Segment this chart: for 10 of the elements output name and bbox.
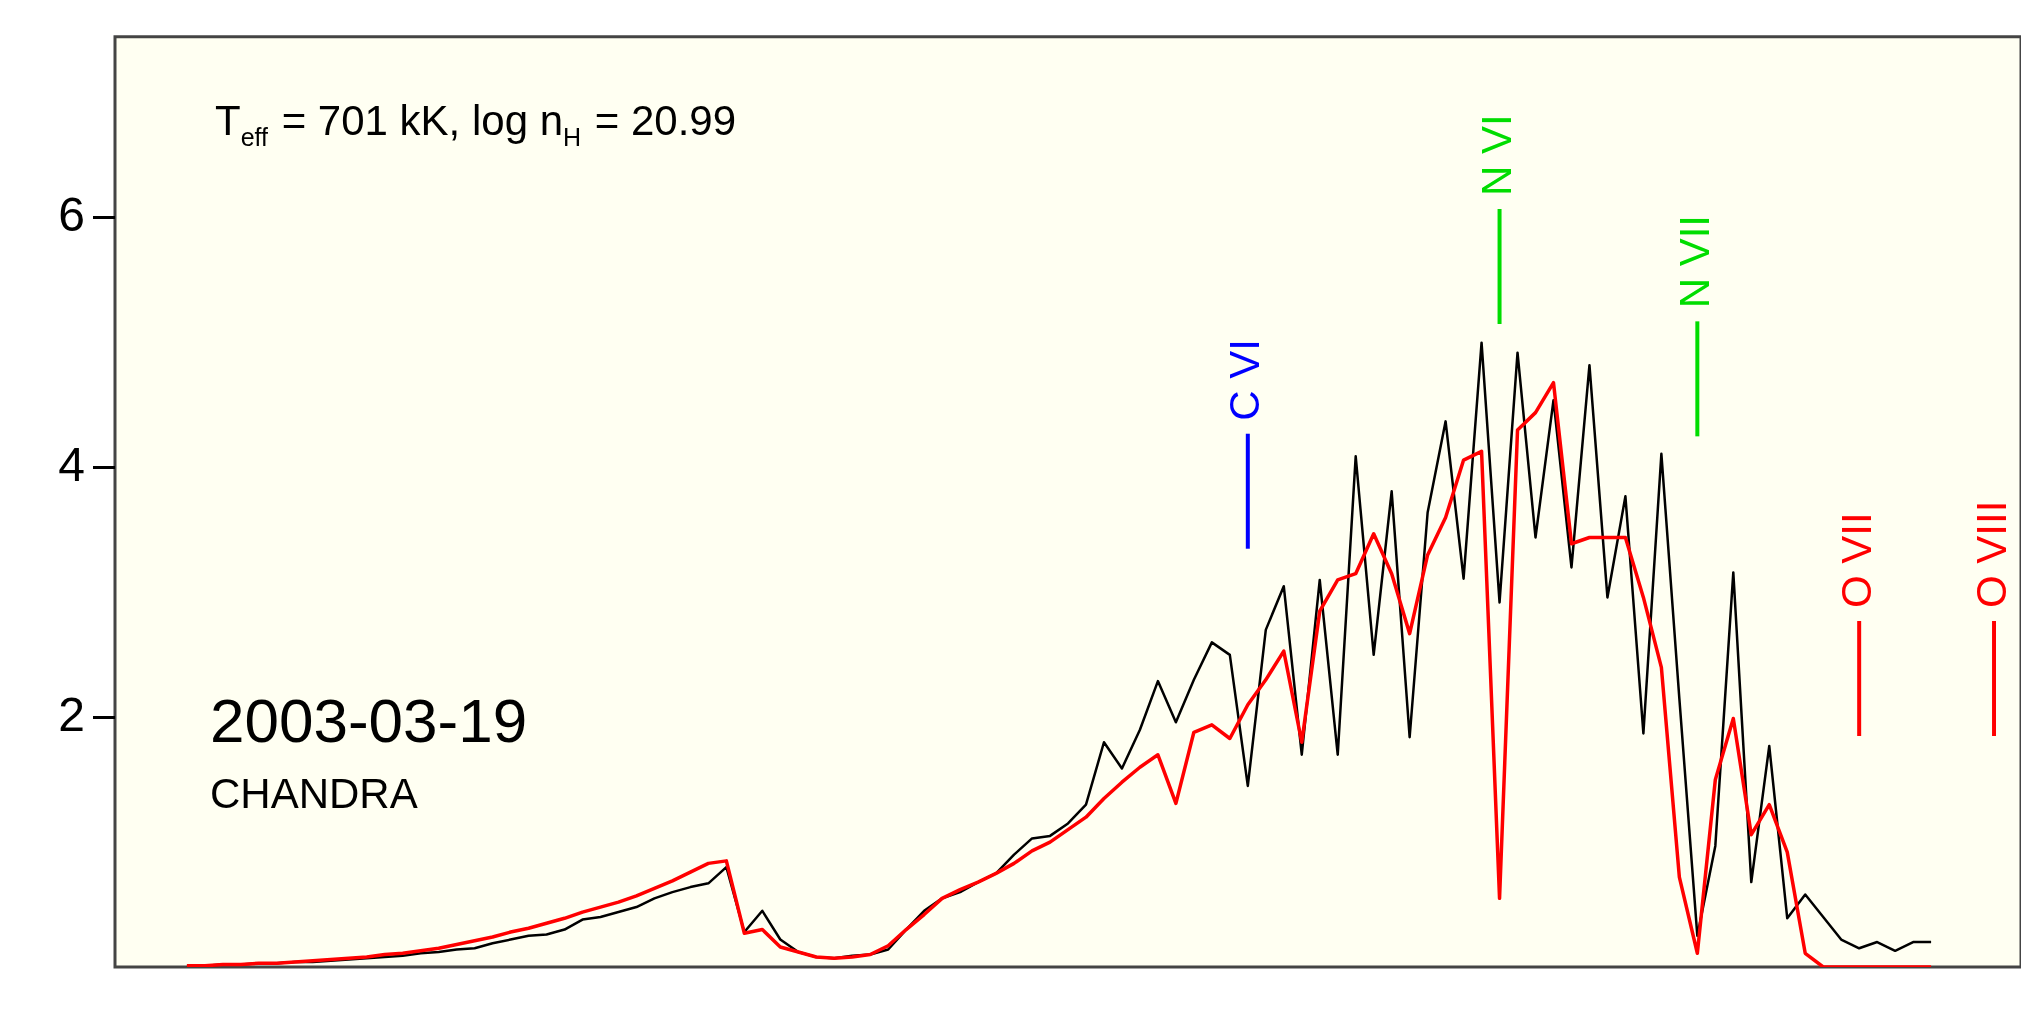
annotation: O VIII (1967, 500, 2015, 609)
annotation: N VI (1473, 114, 1521, 196)
y-tick-label: 2 (58, 687, 85, 741)
y-tick-label: 6 (58, 188, 85, 242)
annotation: 2003-03-19 (210, 686, 528, 755)
y-tick-label: 4 (58, 437, 85, 491)
annotation: N VII (1670, 214, 1718, 309)
annotation: CHANDRA (210, 770, 418, 817)
annotation: O VII (1832, 512, 1880, 609)
annotation: C VI (1221, 339, 1269, 421)
